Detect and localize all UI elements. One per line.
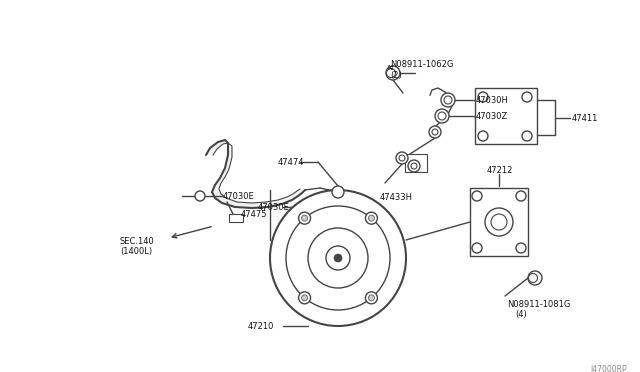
Circle shape bbox=[299, 292, 310, 304]
Circle shape bbox=[444, 96, 452, 104]
Circle shape bbox=[438, 112, 446, 120]
Text: (1400L): (1400L) bbox=[120, 247, 152, 256]
Circle shape bbox=[334, 254, 342, 262]
Text: (4): (4) bbox=[515, 310, 527, 319]
Text: 47210: 47210 bbox=[248, 322, 275, 331]
Text: 47030E: 47030E bbox=[258, 203, 290, 212]
Text: 47030H: 47030H bbox=[476, 96, 509, 105]
Circle shape bbox=[529, 273, 538, 282]
Circle shape bbox=[386, 66, 400, 80]
Text: 47475: 47475 bbox=[241, 210, 268, 219]
Text: SEC.140: SEC.140 bbox=[120, 237, 155, 246]
Circle shape bbox=[301, 295, 308, 301]
Circle shape bbox=[429, 126, 441, 138]
Circle shape bbox=[369, 295, 374, 301]
Circle shape bbox=[369, 215, 374, 221]
Circle shape bbox=[299, 212, 310, 224]
Circle shape bbox=[308, 228, 368, 288]
FancyBboxPatch shape bbox=[405, 154, 427, 172]
Text: 47433H: 47433H bbox=[380, 193, 413, 202]
Circle shape bbox=[411, 163, 417, 169]
Circle shape bbox=[516, 191, 526, 201]
Circle shape bbox=[195, 191, 205, 201]
Text: (2): (2) bbox=[390, 71, 402, 80]
Circle shape bbox=[301, 215, 308, 221]
Circle shape bbox=[365, 292, 378, 304]
FancyBboxPatch shape bbox=[475, 88, 537, 144]
Circle shape bbox=[270, 190, 406, 326]
Text: 47212: 47212 bbox=[487, 166, 513, 175]
Circle shape bbox=[528, 271, 542, 285]
Circle shape bbox=[399, 155, 405, 161]
Circle shape bbox=[478, 92, 488, 102]
Polygon shape bbox=[206, 140, 305, 208]
Circle shape bbox=[472, 191, 482, 201]
Circle shape bbox=[522, 131, 532, 141]
Circle shape bbox=[396, 152, 408, 164]
Circle shape bbox=[472, 243, 482, 253]
Text: N08911-1081G: N08911-1081G bbox=[507, 300, 570, 309]
Circle shape bbox=[365, 212, 378, 224]
Text: 47030Z: 47030Z bbox=[476, 112, 508, 121]
Circle shape bbox=[326, 246, 350, 270]
Circle shape bbox=[332, 186, 344, 198]
Circle shape bbox=[441, 93, 455, 107]
Text: N08911-1062G: N08911-1062G bbox=[390, 60, 453, 69]
Circle shape bbox=[516, 243, 526, 253]
Text: 47030E: 47030E bbox=[223, 192, 255, 201]
Circle shape bbox=[408, 160, 420, 172]
FancyBboxPatch shape bbox=[229, 214, 243, 222]
Circle shape bbox=[522, 92, 532, 102]
Circle shape bbox=[432, 129, 438, 135]
Circle shape bbox=[387, 68, 396, 77]
Circle shape bbox=[485, 208, 513, 236]
Circle shape bbox=[491, 214, 507, 230]
Text: J47000RP: J47000RP bbox=[590, 365, 627, 372]
Text: 47411: 47411 bbox=[572, 114, 598, 123]
Circle shape bbox=[435, 109, 449, 123]
Circle shape bbox=[286, 206, 390, 310]
FancyBboxPatch shape bbox=[470, 188, 528, 256]
Text: 47474: 47474 bbox=[278, 158, 305, 167]
Circle shape bbox=[478, 131, 488, 141]
Text: N: N bbox=[387, 65, 392, 71]
